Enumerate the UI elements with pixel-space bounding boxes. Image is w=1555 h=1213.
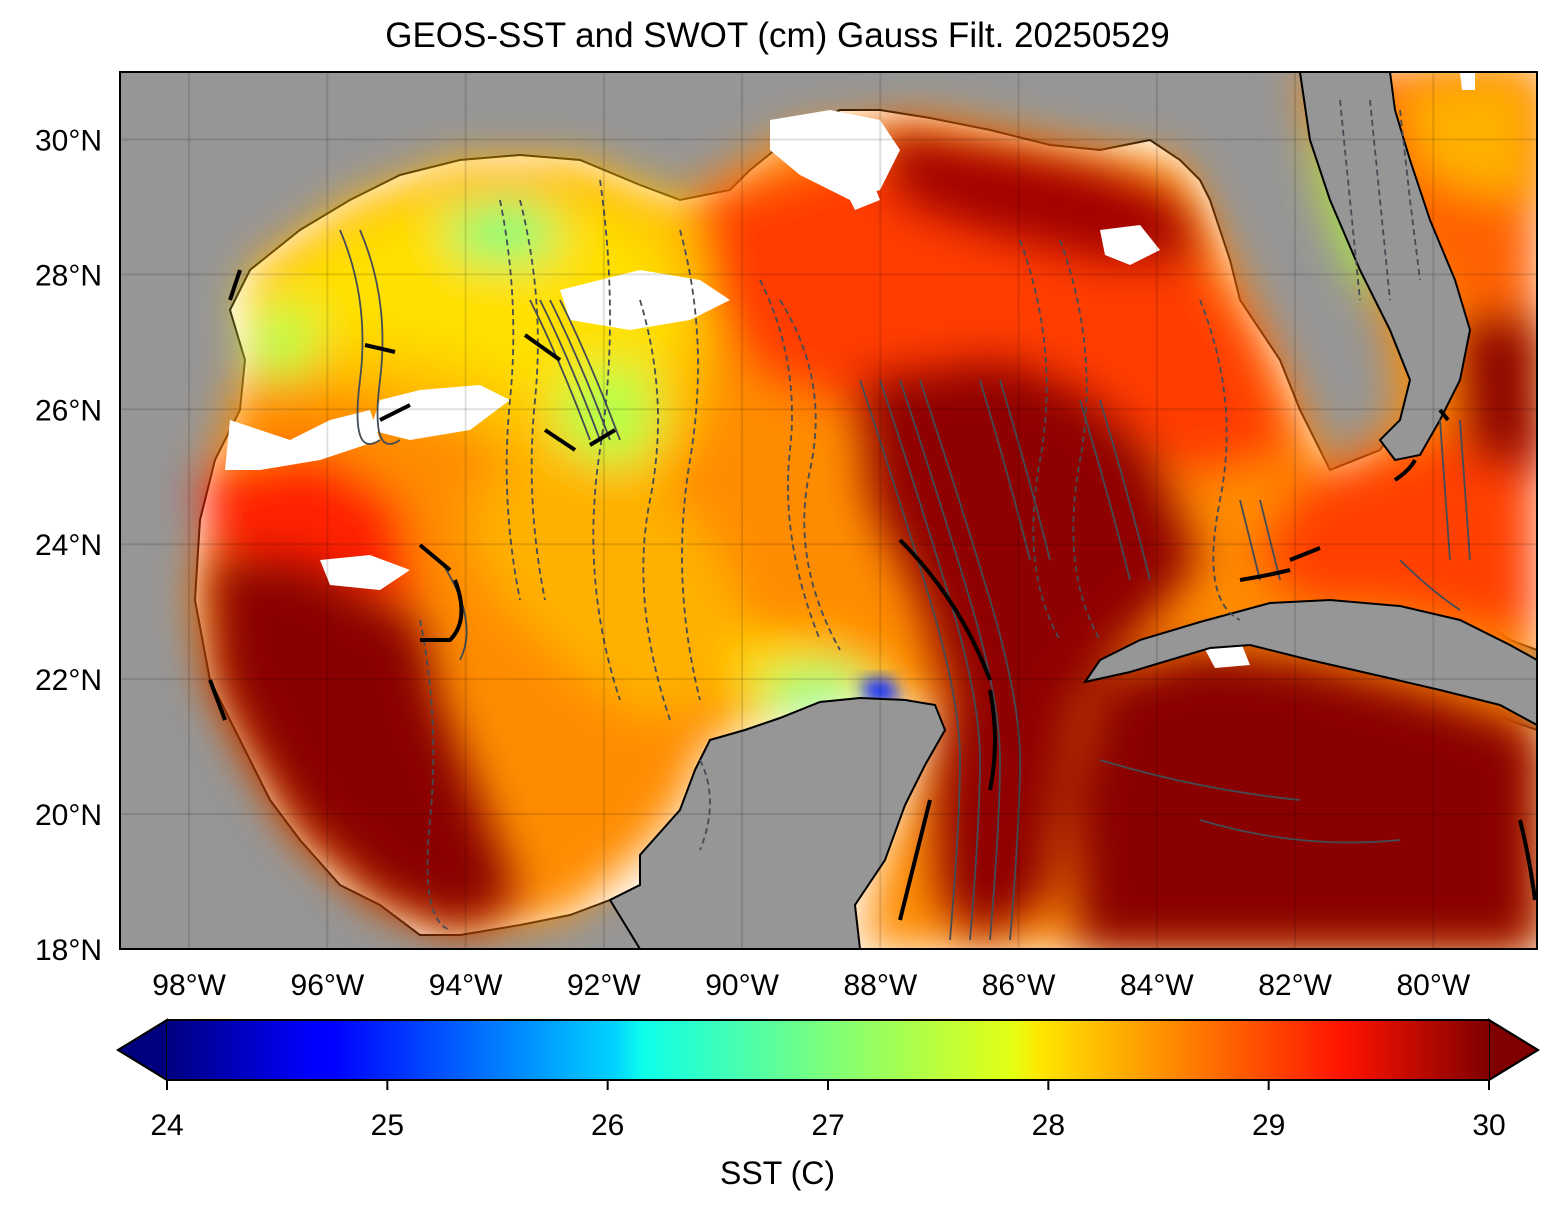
swot-zero-contours <box>208 269 1537 921</box>
colorbar-high-extension <box>1488 1018 1540 1082</box>
colorbar-label: SST (C) <box>720 1155 835 1191</box>
colorbar-gradient <box>167 1020 1489 1080</box>
lon-tick-label: 86°W <box>982 969 1056 1002</box>
lat-tick-label: 28°N <box>35 259 102 292</box>
landmasses <box>608 72 1537 949</box>
colorbar-tick-label: 27 <box>811 1109 844 1142</box>
map-title: GEOS-SST and SWOT (cm) Gauss Filt. 20250… <box>385 16 1170 55</box>
cuba-land <box>1082 598 1537 727</box>
lat-tick-label: 30°N <box>35 124 102 157</box>
lon-tick-label: 90°W <box>705 969 779 1002</box>
lon-tick-label: 80°W <box>1396 969 1470 1002</box>
map-panel <box>120 72 1537 949</box>
colorbar-tick-label: 26 <box>591 1109 624 1142</box>
map-frame <box>119 71 1538 950</box>
swot-contours-dashed <box>419 99 1421 931</box>
lon-tick-label: 92°W <box>567 969 641 1002</box>
lon-tick-label: 96°W <box>291 969 365 1002</box>
lon-axis: 98°W 96°W 94°W 92°W 90°W 88°W 86°W 84°W 82°W 80°W <box>152 969 1471 1002</box>
lon-tick-label: 82°W <box>1258 969 1332 1002</box>
colorbar-low-extension <box>116 1018 168 1082</box>
colorbar-tick-label: 29 <box>1252 1109 1285 1142</box>
colorbar-tick-label: 28 <box>1032 1109 1065 1142</box>
lon-tick-label: 84°W <box>1120 969 1194 1002</box>
colorbar-tick-label: 30 <box>1472 1109 1505 1142</box>
lon-tick-label: 94°W <box>429 969 503 1002</box>
florida-land <box>1298 72 1472 462</box>
warm-pool <box>210 72 1537 949</box>
grid-lines <box>120 72 1537 949</box>
colorbar: 24 25 26 27 28 29 30 <box>116 1018 1540 1142</box>
yucatan-land <box>608 696 947 949</box>
lat-tick-label: 24°N <box>35 529 102 562</box>
lat-tick-label: 26°N <box>35 394 102 427</box>
colorbar-tick-label: 25 <box>371 1109 404 1142</box>
lat-tick-label: 18°N <box>35 934 102 967</box>
nodata-patches <box>225 72 1475 668</box>
lat-tick-label: 22°N <box>35 664 102 697</box>
lat-axis: 30°N 28°N 26°N 24°N 22°N 20°N 18°N <box>35 124 102 967</box>
lon-tick-label: 88°W <box>843 969 917 1002</box>
colorbar-tick-label: 24 <box>150 1109 183 1142</box>
lon-tick-label: 98°W <box>152 969 226 1002</box>
lat-tick-label: 20°N <box>35 799 102 832</box>
